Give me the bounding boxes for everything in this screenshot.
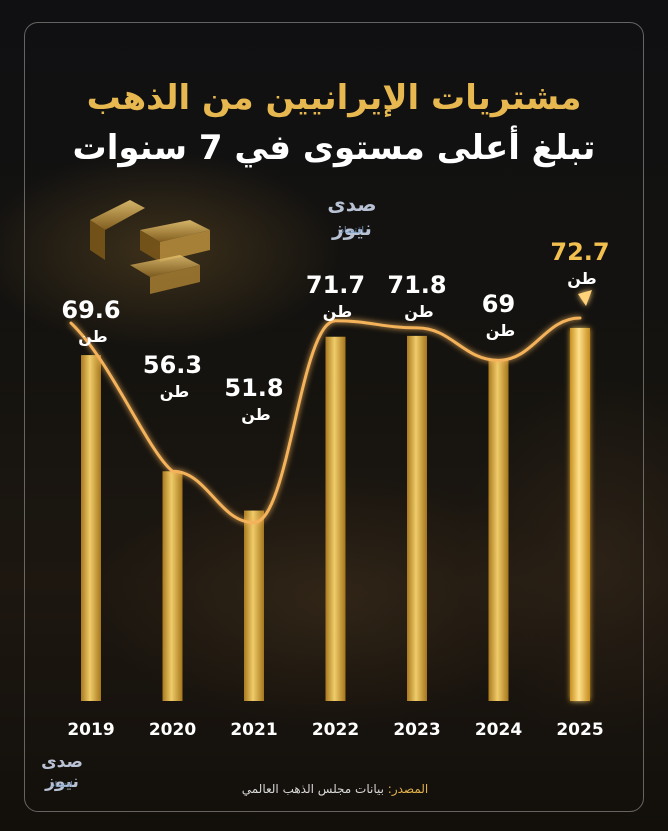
unit-label-2023: طن	[404, 302, 433, 321]
bar-2024	[488, 360, 509, 701]
x-tick-2019: 2019	[67, 720, 114, 740]
source-text: بيانات مجلس الذهب العالمي	[241, 782, 384, 796]
value-label-2019: 69.6	[61, 296, 120, 324]
x-tick-2025: 2025	[556, 720, 603, 740]
unit-label-2019: طن	[78, 327, 107, 346]
unit-label-2020: طن	[160, 382, 189, 401]
x-tick-2021: 2021	[230, 720, 277, 740]
x-tick-2020: 2020	[149, 720, 196, 740]
footer-logo-name: صدى نيوز	[41, 752, 83, 792]
bar-2020	[162, 471, 183, 701]
bar-2025	[570, 328, 590, 701]
unit-label-2021: طن	[241, 405, 270, 424]
bar-2023	[407, 335, 427, 701]
bar-2021	[244, 510, 264, 701]
brand-logo: صدى نيوز اقتصاد	[312, 190, 392, 244]
gold-bars-illustration	[90, 200, 210, 294]
unit-label-2025: طن	[567, 269, 596, 288]
bar-2022	[325, 336, 346, 701]
title-line-2: تبلغ أعلى مستوى في 7 سنوات	[72, 128, 596, 168]
logo-sub: اقتصاد	[339, 226, 365, 236]
bar-2019	[81, 355, 101, 701]
unit-label-2022: طن	[323, 302, 352, 321]
unit-label-2024: طن	[486, 321, 515, 340]
footer-logo: صدى نيوز اقتصاد	[30, 750, 94, 796]
x-tick-2022: 2022	[312, 720, 359, 740]
value-label-2025: 72.7	[550, 238, 609, 266]
frame-border	[24, 22, 644, 812]
source-label: المصدر:	[387, 782, 429, 796]
trend-arrow-head	[578, 290, 592, 306]
trend-line	[69, 316, 582, 525]
x-tick-2023: 2023	[393, 720, 440, 740]
title-line-1: مشتريات الإيرانيين من الذهب	[86, 78, 582, 118]
logo-name: صدى نيوز	[327, 192, 377, 240]
value-label-2020: 56.3	[143, 351, 202, 379]
footer-logo-sub: اقتصاد	[51, 780, 73, 789]
value-label-2022: 71.7	[306, 271, 365, 299]
source-note: المصدر: بيانات مجلس الذهب العالمي	[230, 782, 440, 796]
value-label-2024: 69	[482, 290, 515, 318]
value-label-2021: 51.8	[224, 374, 283, 402]
x-tick-2024: 2024	[475, 720, 522, 740]
value-label-2023: 71.8	[387, 271, 446, 299]
